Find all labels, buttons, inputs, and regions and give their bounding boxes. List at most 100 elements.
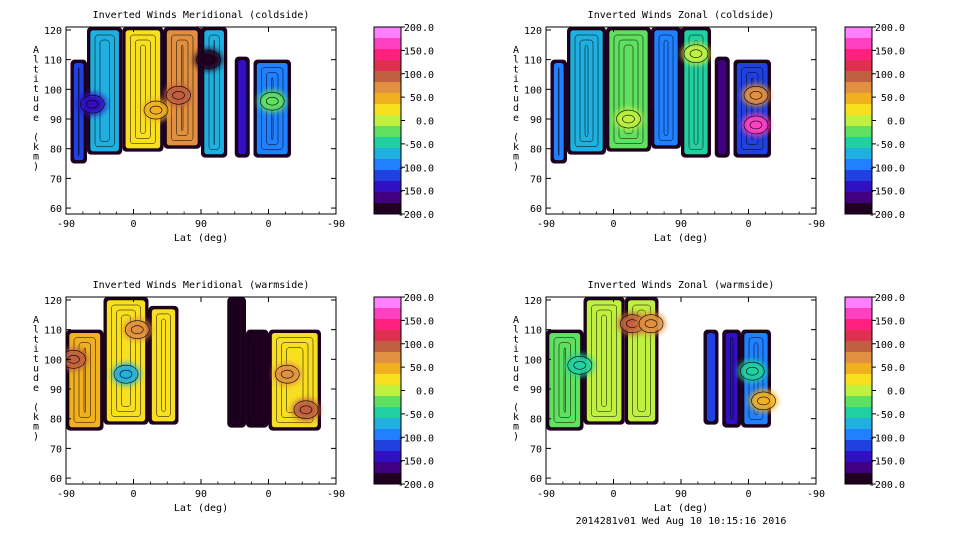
y-tick-label: 70 — [530, 174, 542, 185]
contour-line — [584, 44, 589, 137]
x-tick-label: 90 — [675, 219, 687, 230]
contour-line — [121, 314, 131, 407]
colorbar-swatch — [374, 462, 401, 474]
x-tick-label: -90 — [807, 219, 825, 230]
y-axis-label-char: d — [33, 373, 39, 384]
y-tick-label: 60 — [50, 474, 62, 485]
plot-area — [66, 297, 321, 431]
contour-spot — [749, 389, 778, 412]
contour-line — [124, 320, 150, 339]
colorbar-label: 100.0 — [404, 70, 434, 81]
colorbar-swatch — [845, 181, 872, 193]
contour-line — [632, 304, 651, 417]
y-axis-label-char: k — [33, 142, 39, 153]
contour-line — [202, 55, 215, 64]
plot-area — [70, 27, 291, 164]
colorbar-swatch — [845, 385, 872, 397]
y-tick-label: 110 — [44, 326, 62, 337]
x-tick-label: 90 — [195, 489, 207, 500]
y-tick-label: 80 — [50, 145, 62, 156]
colorbar-swatch — [374, 71, 401, 83]
contour-line — [749, 120, 763, 130]
colorbar-label: 150.0 — [404, 316, 434, 327]
colorbar-swatch — [845, 115, 872, 127]
colorbar-label: 100.0 — [875, 70, 905, 81]
contour-line — [166, 85, 191, 105]
chart-panel-3: Inverted Winds Meridional (warmside) -90 0… — [33, 280, 434, 514]
x-tick-label: 90 — [675, 489, 687, 500]
y-tick-label: 110 — [524, 56, 542, 67]
x-tick-label: -90 — [327, 219, 345, 230]
colorbar-swatch — [374, 93, 401, 105]
contour-line — [149, 105, 163, 115]
y-axis-label-char: m — [33, 422, 39, 433]
x-tick-label: 90 — [195, 219, 207, 230]
contour-line — [280, 369, 294, 379]
colorbar-swatch — [845, 104, 872, 116]
x-tick-label: -90 — [537, 489, 555, 500]
contour-line — [130, 34, 156, 144]
y-tick-label: 100 — [524, 355, 542, 366]
contour-line — [601, 314, 607, 407]
contour-line — [746, 72, 759, 145]
contour-region — [68, 332, 101, 428]
contour-line — [261, 67, 284, 150]
contour-line — [613, 34, 644, 144]
contour-line — [208, 34, 220, 150]
contour-line — [83, 347, 86, 413]
contour-line — [79, 94, 105, 114]
contour-line — [293, 400, 319, 420]
y-tick-label: 90 — [530, 115, 542, 126]
contour-line — [573, 360, 587, 370]
colorbar-label: 0.0 — [887, 117, 905, 128]
colorbar-swatch — [374, 60, 401, 72]
colorbar-swatch — [845, 71, 872, 83]
chart-panel-1: Inverted Winds Meridional (coldside) -90 0… — [33, 10, 434, 244]
colorbar-label: 50.0 — [410, 93, 434, 104]
contour-line — [119, 369, 133, 379]
contour-line — [751, 77, 754, 140]
contour-line — [116, 309, 136, 412]
y-tick-label: 80 — [530, 145, 542, 156]
contour-line — [616, 109, 641, 129]
contour-spot — [738, 360, 767, 383]
y-tick-label: 100 — [44, 355, 62, 366]
colorbar-swatch — [374, 440, 401, 452]
contour-spot — [258, 90, 287, 113]
colorbar-swatch — [845, 159, 872, 171]
colorbar-swatch — [374, 473, 401, 485]
x-tick-label: -90 — [537, 219, 555, 230]
y-axis-label-char: u — [513, 364, 519, 375]
contour-line — [558, 67, 560, 156]
colorbar-swatch — [374, 192, 401, 204]
colorbar-swatch — [374, 451, 401, 463]
contour-line — [94, 34, 115, 147]
y-tick-label: 120 — [44, 26, 62, 37]
colorbar-label: -200.0 — [398, 480, 434, 491]
x-tick-label: 0 — [610, 489, 616, 500]
x-tick-label: -90 — [807, 489, 825, 500]
colorbar-swatch — [374, 330, 401, 342]
y-axis-label-char: i — [33, 344, 39, 355]
y-axis-label-char: i — [513, 74, 519, 85]
y-axis-label-char: l — [33, 325, 39, 336]
contour-line — [749, 90, 763, 100]
y-tick-label: 90 — [50, 115, 62, 126]
x-tick-label: 0 — [265, 219, 271, 230]
x-tick-label: -90 — [57, 219, 75, 230]
colorbar-label: -200.0 — [398, 210, 434, 221]
contour-line — [739, 361, 765, 381]
contour-line — [658, 34, 674, 141]
colorbar-swatch — [845, 49, 872, 61]
contour-spot — [742, 113, 770, 136]
contour-region — [237, 59, 248, 155]
y-axis-label-char: k — [33, 412, 39, 423]
contour-spot — [292, 398, 320, 421]
contour-line — [579, 39, 594, 142]
contour-region — [89, 29, 120, 152]
contour-line — [683, 44, 709, 64]
colorbar-swatch — [374, 159, 401, 171]
colorbar-swatch — [845, 148, 872, 160]
chart-title: Inverted Winds Zonal (warmside) — [588, 280, 775, 291]
